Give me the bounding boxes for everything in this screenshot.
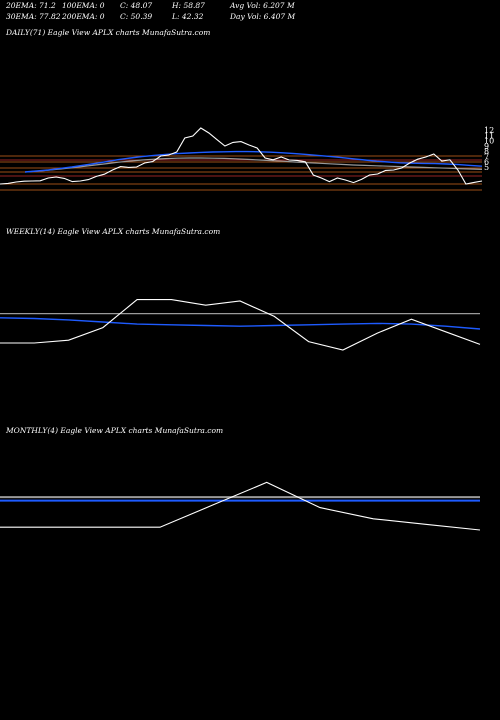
- weekly-ema-blue-line: [0, 317, 481, 330]
- daily-right-label-1: 11: [484, 131, 494, 140]
- header-200ema: 200EMA: 0: [62, 12, 105, 21]
- header-close: C: 48.07: [120, 1, 153, 10]
- daily-right-label-4: 8: [484, 147, 489, 156]
- header-high: H: 58.87: [172, 1, 205, 10]
- header-close-2: C: 50.39: [120, 12, 153, 21]
- monthly-panel-label: MONTHLY(4) Eagle View APLX charts Munafa…: [6, 426, 224, 435]
- daily-right-label-5: 7: [484, 152, 489, 161]
- daily-panel-label: DAILY(71) Eagle View APLX charts MunafaS…: [6, 28, 211, 37]
- weekly-price-line: [0, 299, 481, 351]
- daily-ema-grey-line: [24, 157, 483, 173]
- header-20ema: 20EMA: 71.2: [6, 1, 56, 10]
- daily-right-label-2: 10: [484, 137, 494, 146]
- daily-right-label-7: 5: [484, 163, 489, 172]
- header-30ema: 30EMA: 77.82: [6, 12, 61, 21]
- daily-price-line: [0, 127, 483, 185]
- header-100ema: 100EMA: 0: [62, 1, 105, 10]
- daily-right-label-0: 12: [484, 126, 494, 135]
- header-avg-vol: Avg Vol: 6.207 M: [230, 1, 295, 10]
- monthly-price-line: [0, 481, 481, 531]
- header-low: L: 42.32: [172, 12, 204, 21]
- header-day-vol: Day Vol: 6.407 M: [230, 12, 296, 21]
- daily-ema-blue-line: [24, 150, 483, 173]
- daily-right-label-6: 6: [484, 158, 489, 167]
- weekly-panel-label: WEEKLY(14) Eagle View APLX charts Munafa…: [6, 227, 221, 236]
- daily-right-label-3: 9: [484, 142, 489, 151]
